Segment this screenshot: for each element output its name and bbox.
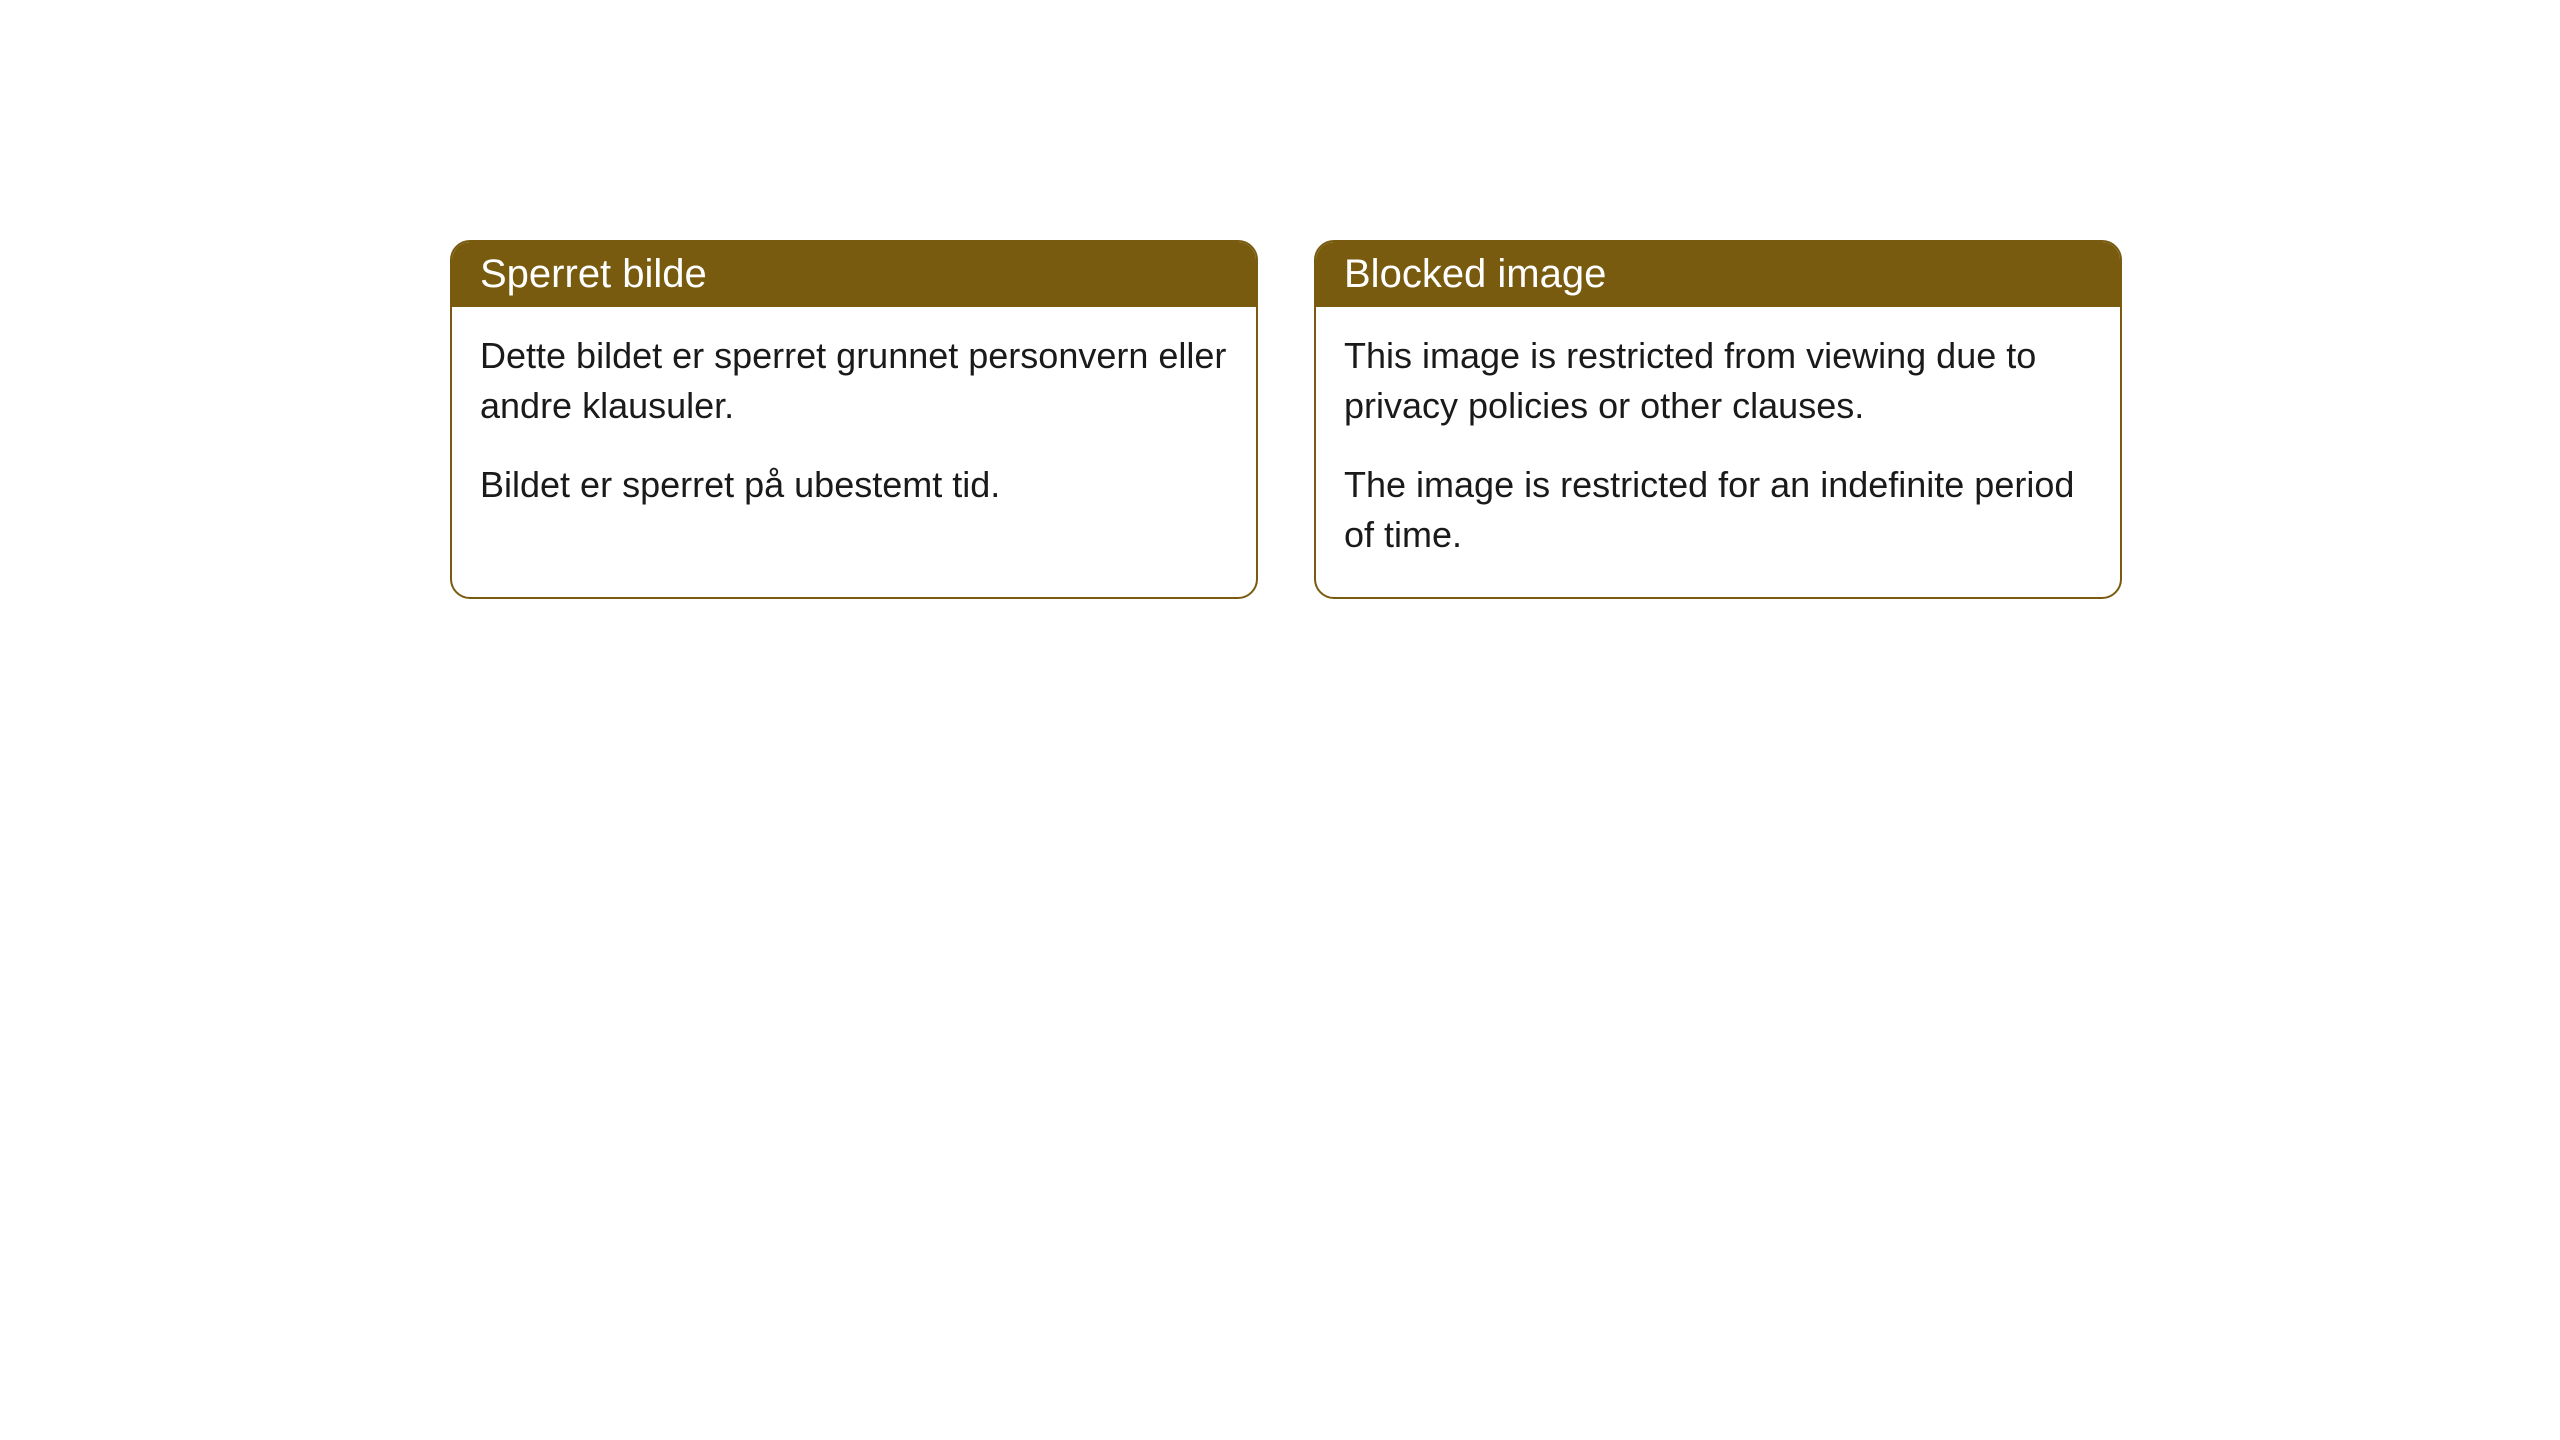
notice-paragraph: The image is restricted for an indefinit…: [1344, 460, 2092, 561]
notice-body: Dette bildet er sperret grunnet personve…: [452, 307, 1256, 546]
notice-paragraph: This image is restricted from viewing du…: [1344, 331, 2092, 432]
notice-header: Sperret bilde: [452, 242, 1256, 307]
notice-container: Sperret bilde Dette bildet er sperret gr…: [450, 240, 2122, 599]
notice-card-english: Blocked image This image is restricted f…: [1314, 240, 2122, 599]
notice-paragraph: Bildet er sperret på ubestemt tid.: [480, 460, 1228, 510]
notice-paragraph: Dette bildet er sperret grunnet personve…: [480, 331, 1228, 432]
notice-title: Blocked image: [1344, 252, 1606, 296]
notice-body: This image is restricted from viewing du…: [1316, 307, 2120, 597]
notice-title: Sperret bilde: [480, 252, 707, 296]
notice-header: Blocked image: [1316, 242, 2120, 307]
notice-card-norwegian: Sperret bilde Dette bildet er sperret gr…: [450, 240, 1258, 599]
